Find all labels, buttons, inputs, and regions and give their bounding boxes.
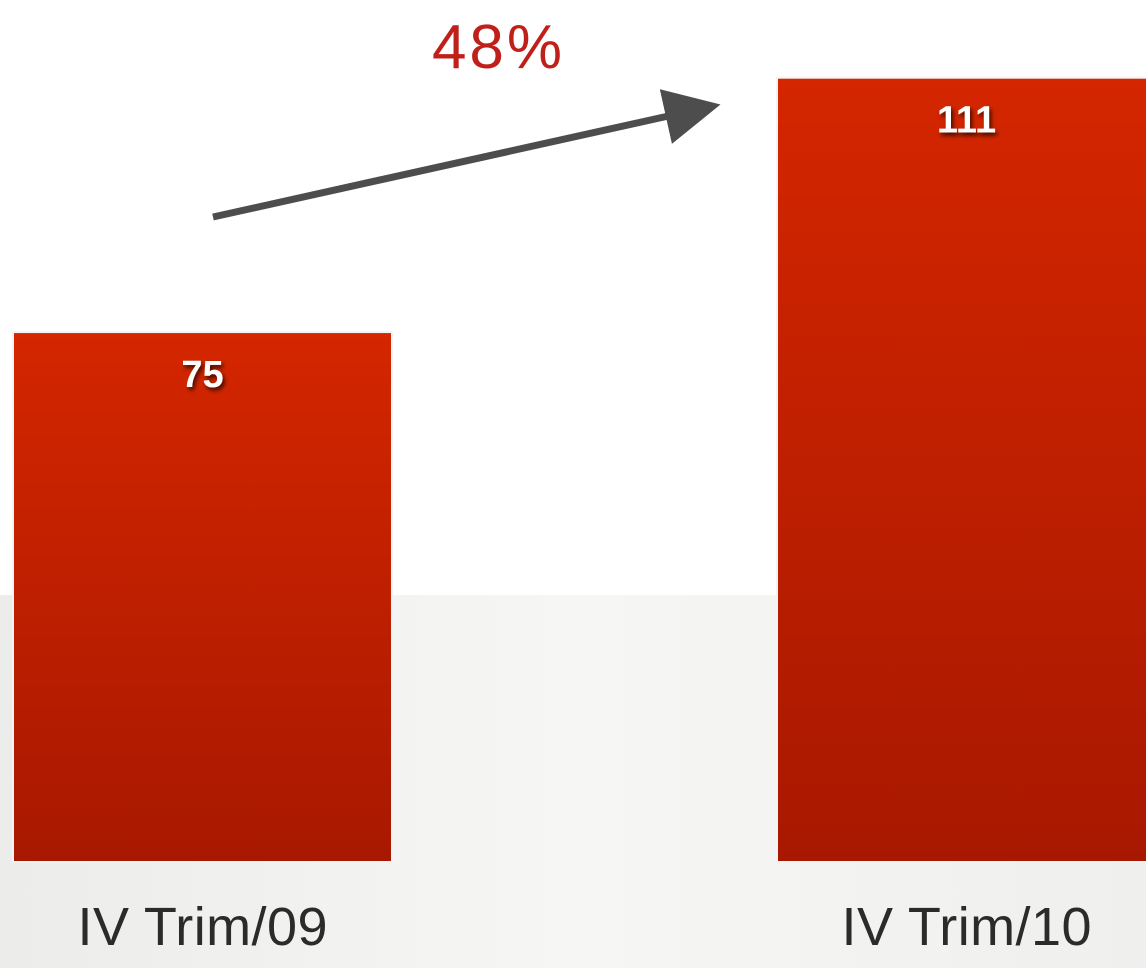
x-tick-label: IV Trim/09 <box>78 897 328 957</box>
bar <box>776 76 1146 863</box>
bar <box>12 331 393 863</box>
value-label: 75 <box>181 354 223 396</box>
x-tick-label: IV Trim/10 <box>842 897 1092 957</box>
plot: 75 IV Trim/09 111 IV Trim/10 <box>12 76 1146 957</box>
value-label: 111 <box>937 100 996 142</box>
annotation: 48% <box>432 13 562 82</box>
growth-arrow <box>212 89 721 221</box>
